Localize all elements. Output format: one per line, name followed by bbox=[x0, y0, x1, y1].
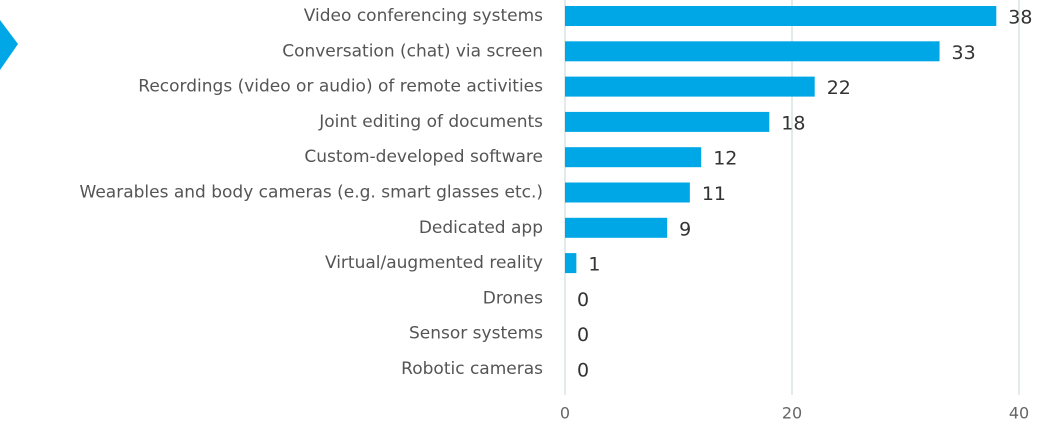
value-label: 33 bbox=[952, 42, 976, 64]
value-label: 9 bbox=[679, 218, 691, 240]
bar bbox=[565, 76, 815, 97]
bar bbox=[565, 253, 577, 274]
bar bbox=[565, 6, 997, 26]
bar bbox=[565, 147, 702, 168]
x-tick-label: 40 bbox=[1009, 404, 1029, 423]
value-label: 0 bbox=[577, 360, 589, 382]
bar bbox=[565, 41, 940, 62]
value-label: 18 bbox=[781, 112, 805, 134]
bar bbox=[565, 182, 690, 203]
category-label: Conversation (chat) via screen bbox=[282, 41, 543, 61]
category-label: Wearables and body cameras (e.g. smart g… bbox=[80, 183, 543, 203]
value-label: 12 bbox=[713, 148, 737, 170]
category-label: Custom-developed software bbox=[304, 147, 543, 167]
value-label: 22 bbox=[827, 77, 851, 99]
value-label: 11 bbox=[702, 183, 726, 205]
value-label: 38 bbox=[1008, 7, 1032, 29]
category-label: Sensor systems bbox=[409, 324, 543, 344]
x-tick-label: 0 bbox=[560, 404, 570, 423]
category-label: Video conferencing systems bbox=[304, 6, 543, 26]
value-label: 0 bbox=[577, 289, 589, 311]
bar bbox=[565, 111, 770, 132]
category-label: Recordings (video or audio) of remote ac… bbox=[138, 77, 543, 97]
bar bbox=[565, 217, 668, 238]
category-label: Virtual/augmented reality bbox=[325, 253, 543, 273]
category-label: Robotic cameras bbox=[401, 359, 543, 379]
category-label: Joint editing of documents bbox=[318, 112, 543, 132]
value-label: 1 bbox=[588, 254, 600, 276]
value-label: 0 bbox=[577, 324, 589, 346]
category-label: Dedicated app bbox=[419, 218, 543, 238]
category-label: Drones bbox=[483, 288, 543, 308]
decoration-arrow bbox=[0, 20, 18, 70]
x-tick-label: 20 bbox=[782, 404, 802, 423]
